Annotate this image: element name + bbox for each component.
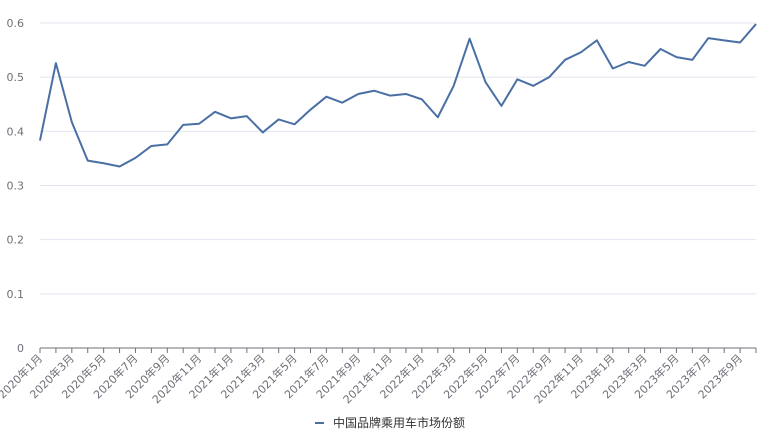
legend[interactable]: 中国品牌乘用车市场份额 <box>315 415 465 430</box>
x-axis-ticks: 2020年1月2020年3月2020年5月2020年7月2020年9月2020年… <box>0 348 757 406</box>
y-tick-label: 0.4 <box>7 125 25 138</box>
y-tick-label: 0.1 <box>7 288 25 301</box>
y-tick-label: 0 <box>17 342 24 355</box>
series-line <box>39 23 757 168</box>
y-tick-label: 0.5 <box>7 71 25 84</box>
y-tick-label: 0.2 <box>7 234 25 247</box>
y-tick-label: 0.6 <box>7 17 25 30</box>
y-tick-label: 0.3 <box>7 180 25 193</box>
y-axis-ticks: 0 0.1 0.2 0.3 0.4 0.5 0.6 <box>7 17 25 355</box>
legend-label: 中国品牌乘用车市场份额 <box>333 415 465 430</box>
grid-lines <box>40 22 756 295</box>
